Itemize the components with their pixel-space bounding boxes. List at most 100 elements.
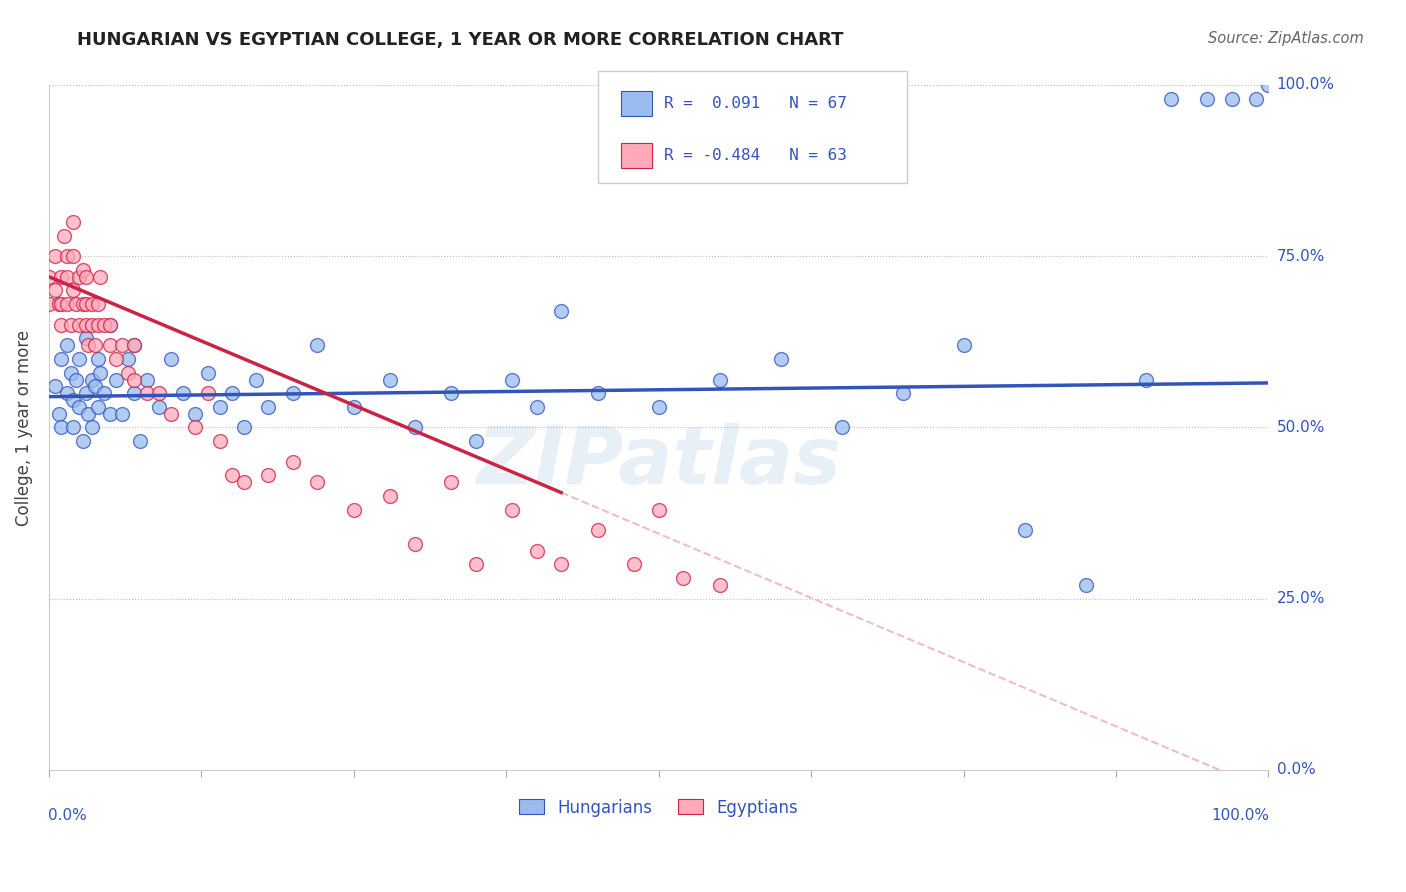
Point [80,318,103,332]
Point [160,351,183,366]
Point [62,393,84,408]
Point [1257,78,1279,92]
Point [56,269,79,284]
Point [56,338,79,352]
Point [38,297,60,311]
Point [404,420,426,434]
Point [172,386,194,401]
Point [87,297,110,311]
Point [77,407,100,421]
Point [75,331,97,345]
Point [1014,523,1036,537]
Point [952,338,974,352]
Point [48,407,70,421]
Text: HUNGARIAN VS EGYPTIAN COLLEGE, 1 YEAR OR MORE CORRELATION CHART: HUNGARIAN VS EGYPTIAN COLLEGE, 1 YEAR OR… [77,31,844,49]
Point [526,400,548,414]
Point [72,434,94,449]
Point [62,420,84,434]
Legend: Hungarians, Egyptians: Hungarians, Egyptians [513,792,804,823]
Point [105,372,128,386]
Point [501,372,523,386]
Point [380,489,402,503]
Point [48,297,70,311]
Text: 0.0%: 0.0% [48,807,87,822]
Point [87,318,110,332]
Text: 75.0%: 75.0% [1277,249,1324,264]
Point [44,249,66,263]
Point [105,351,128,366]
Point [62,284,84,298]
Point [69,351,91,366]
Point [72,263,94,277]
Text: ZIPatlas: ZIPatlas [477,423,841,500]
Text: 0.0%: 0.0% [1277,763,1316,778]
Point [44,379,66,393]
Point [257,468,280,483]
Point [550,304,572,318]
Point [65,297,87,311]
Text: Source: ZipAtlas.com: Source: ZipAtlas.com [1208,31,1364,46]
Point [221,386,243,401]
Point [84,379,107,393]
Point [62,215,84,229]
Text: 100.0%: 100.0% [1212,807,1270,822]
Point [75,318,97,332]
Point [197,386,219,401]
Point [117,351,139,366]
Point [52,228,75,243]
Point [1160,92,1182,106]
Point [281,455,304,469]
Point [1197,92,1219,106]
Point [80,420,103,434]
Point [87,351,110,366]
Point [51,318,73,332]
Point [72,297,94,311]
Point [586,386,609,401]
Point [526,543,548,558]
Point [891,386,914,401]
Text: R =  0.091   N = 67: R = 0.091 N = 67 [664,96,846,111]
Point [62,249,84,263]
Point [80,297,103,311]
Point [1244,92,1267,106]
Point [111,338,134,352]
Point [51,269,73,284]
Point [380,372,402,386]
Point [124,386,146,401]
Point [464,434,486,449]
Point [98,338,121,352]
Point [148,400,170,414]
Point [124,372,146,386]
Point [647,502,669,516]
Point [440,475,463,490]
Point [233,475,256,490]
Point [208,434,231,449]
Point [623,558,645,572]
Text: R = -0.484   N = 63: R = -0.484 N = 63 [664,148,846,162]
Point [69,269,91,284]
Point [84,338,107,352]
Point [831,420,853,434]
Point [440,386,463,401]
Point [93,318,115,332]
Point [51,297,73,311]
Point [124,338,146,352]
Point [160,407,183,421]
Point [221,468,243,483]
Point [501,502,523,516]
Point [184,420,207,434]
Point [44,284,66,298]
Point [672,571,695,585]
Point [208,400,231,414]
Point [464,558,486,572]
Point [51,351,73,366]
Text: 100.0%: 100.0% [1277,78,1334,93]
Point [65,372,87,386]
Point [59,366,82,380]
Point [1220,92,1243,106]
Point [56,386,79,401]
Point [307,475,329,490]
Point [87,400,110,414]
Point [148,386,170,401]
Point [135,386,157,401]
